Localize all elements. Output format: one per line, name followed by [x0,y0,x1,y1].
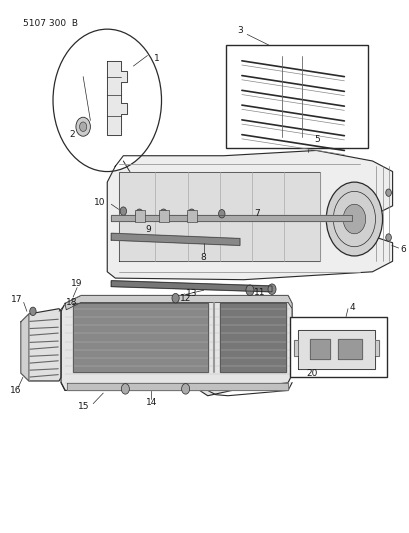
Circle shape [29,307,36,316]
Bar [225,45,368,148]
Text: 9: 9 [145,225,151,234]
Text: 10: 10 [94,198,105,207]
Bar [187,210,196,222]
Polygon shape [107,150,392,280]
Text: 12: 12 [180,294,191,303]
Circle shape [218,209,225,218]
Text: 17: 17 [11,295,22,304]
Text: 14: 14 [146,398,157,407]
Circle shape [171,293,179,303]
Text: 18: 18 [66,298,78,307]
Circle shape [76,117,90,136]
Polygon shape [67,383,288,391]
Polygon shape [310,339,330,359]
Polygon shape [21,309,61,381]
Circle shape [181,384,189,394]
Text: 3: 3 [237,26,243,35]
Text: 8: 8 [200,253,206,262]
Bar [158,210,169,222]
Circle shape [135,209,143,219]
Polygon shape [61,295,292,395]
Text: 11: 11 [254,288,265,297]
Text: 15: 15 [77,402,89,411]
Polygon shape [111,215,352,221]
Polygon shape [73,303,207,372]
Text: 13: 13 [185,289,197,298]
Circle shape [120,207,126,215]
Polygon shape [293,341,297,356]
Circle shape [385,189,391,196]
Circle shape [267,284,275,294]
Polygon shape [111,233,239,245]
Text: 5: 5 [313,135,319,144]
Circle shape [160,209,167,219]
Circle shape [53,29,161,172]
Polygon shape [65,295,292,310]
Polygon shape [219,303,285,372]
Text: 4: 4 [349,303,355,312]
Text: 19: 19 [70,279,82,288]
Circle shape [79,122,87,132]
Text: 1: 1 [153,54,159,63]
Text: 20: 20 [306,368,317,377]
Bar [290,317,386,377]
Circle shape [121,384,129,394]
Polygon shape [107,61,127,135]
Text: 6: 6 [400,245,405,254]
Text: 2: 2 [69,130,74,139]
Text: 5107 300  B: 5107 300 B [23,19,78,28]
Polygon shape [337,339,362,359]
Polygon shape [119,172,319,261]
Polygon shape [373,341,378,356]
Text: 16: 16 [10,386,21,395]
Circle shape [245,285,253,295]
Text: 7: 7 [253,209,259,218]
Circle shape [188,209,195,219]
Circle shape [326,182,382,256]
Polygon shape [297,330,373,369]
Circle shape [385,234,391,241]
Circle shape [342,204,365,234]
Polygon shape [21,314,29,381]
Bar [134,210,144,222]
Polygon shape [111,281,271,292]
